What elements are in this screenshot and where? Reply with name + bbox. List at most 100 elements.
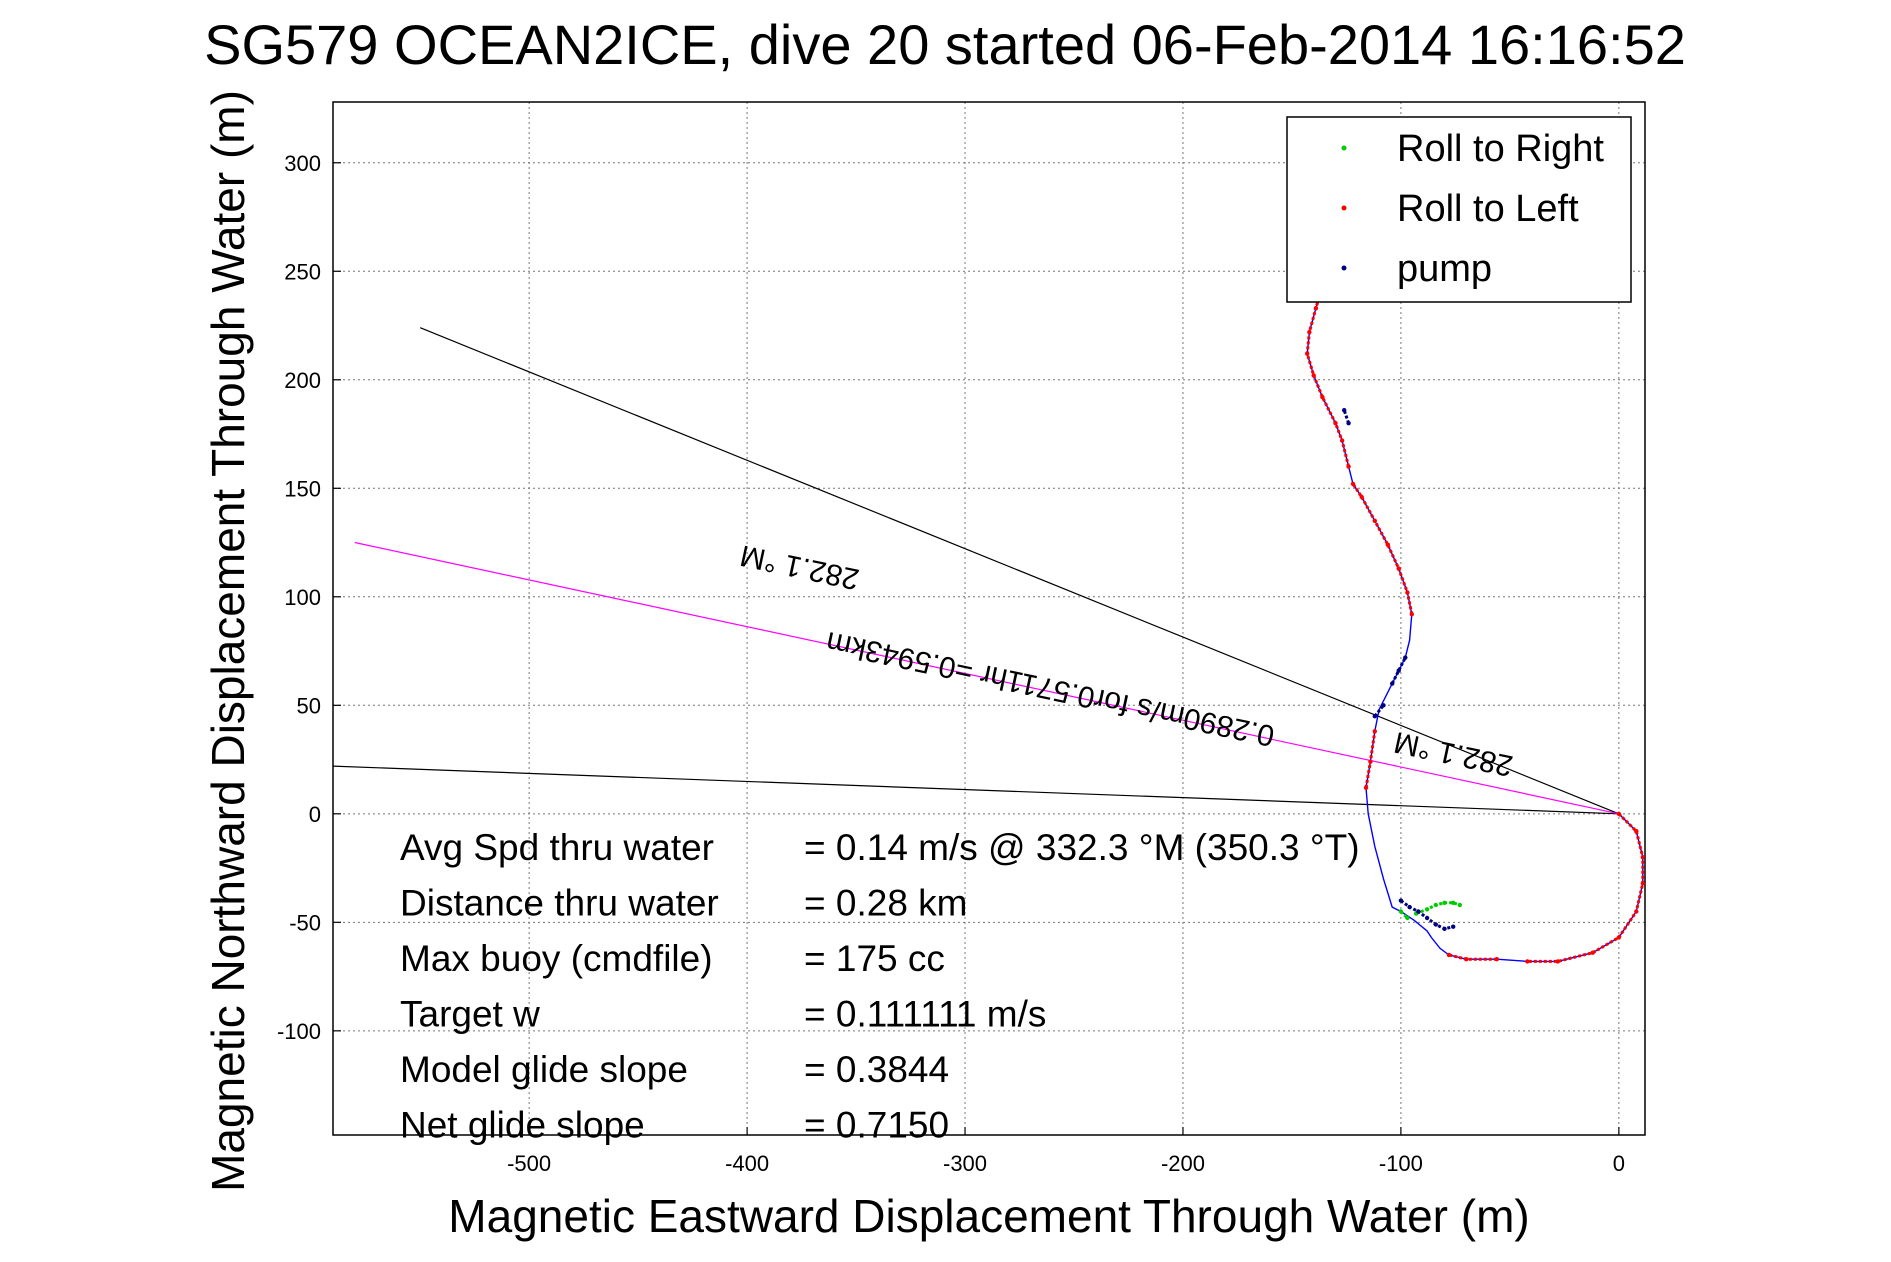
- heading-line: [419, 327, 1620, 815]
- y-tick-label: 50: [297, 693, 321, 718]
- heading-annotation: 282.1 °M: [737, 538, 862, 595]
- stat-label: Model glide slope: [400, 1049, 688, 1090]
- roll-right-point: [1424, 907, 1430, 912]
- legend-marker: [1341, 145, 1347, 151]
- roll-left-point: [1372, 518, 1378, 523]
- roll-left-point: [1396, 566, 1401, 571]
- roll-left-point: [1494, 957, 1500, 962]
- stat-value: = 175 cc: [804, 938, 945, 979]
- stat-label: Distance thru water: [400, 883, 719, 924]
- x-axis-label: Magnetic Eastward Displacement Through W…: [448, 1190, 1529, 1242]
- legend: Roll to Right Roll to Left pump: [1286, 116, 1632, 303]
- pump-point: [1396, 668, 1401, 673]
- stat-label: Avg Spd thru water: [400, 827, 714, 868]
- y-tick-label: 300: [284, 151, 321, 176]
- stat-value: = 0.28 km: [804, 883, 968, 924]
- stat-value: = 0.3844: [804, 1049, 949, 1090]
- roll-left-point: [1346, 464, 1351, 469]
- roll-left-point: [1409, 612, 1415, 617]
- y-axis-label: Magnetic Northward Displacement Through …: [202, 90, 254, 1192]
- roll-right-point: [1451, 900, 1456, 905]
- legend-label: Roll to Right: [1397, 128, 1604, 170]
- stat-value: = 0.14 m/s @ 332.3 °M (350.3 °T): [804, 827, 1360, 868]
- x-tick-label: -100: [1379, 1151, 1423, 1176]
- roll-left-point: [1640, 855, 1646, 860]
- y-tick-label: 150: [284, 476, 321, 501]
- roll-left-point: [1405, 590, 1410, 595]
- roll-left-point: [1350, 481, 1356, 487]
- y-tick-labels: -100 -50 0 50 100 150 200 250 300: [277, 151, 321, 1044]
- stat-label: Target w: [400, 994, 540, 1035]
- grid-lines: [333, 102, 1645, 1135]
- pump-point: [1403, 655, 1408, 660]
- x-tick-label: -500: [507, 1151, 551, 1176]
- roll-left-point: [1313, 306, 1319, 311]
- legend-marker: [1341, 265, 1347, 271]
- roll-right-point: [1405, 915, 1410, 921]
- roll-left-point: [1385, 542, 1391, 547]
- roll-left-point: [1640, 881, 1646, 886]
- heading-annotation: 0.2890m/s for0.5711hr =0.5943km: [823, 625, 1277, 752]
- roll-left-point: [1446, 952, 1452, 958]
- roll-right-point: [1433, 902, 1439, 908]
- y-tick-label: -50: [289, 910, 321, 935]
- roll-right-point: [1457, 902, 1463, 908]
- dive-statistics: Avg Spd thru water = 0.14 m/s @ 332.3 °M …: [400, 827, 1360, 1146]
- heading-line: [354, 541, 1619, 815]
- stat-label: Net glide slope: [400, 1105, 645, 1146]
- stat-value: = 0.7150: [804, 1105, 949, 1146]
- pump-point: [1381, 703, 1386, 708]
- x-tick-label: -300: [943, 1151, 987, 1176]
- heading-annotations: 282.1 °M 0.2890m/s for0.5711hr =0.5943km 2…: [737, 538, 1515, 782]
- legend-label: pump: [1397, 248, 1492, 290]
- roll-left-point: [1555, 959, 1561, 964]
- y-tick-label: 0: [309, 802, 321, 827]
- pump-point: [1398, 898, 1404, 903]
- roll-left-point: [1320, 394, 1325, 400]
- y-tick-label: 100: [284, 585, 321, 610]
- legend-marker: [1341, 205, 1347, 211]
- plot-area-frame: [332, 101, 1646, 1136]
- pump-point: [1346, 421, 1351, 426]
- pump-point: [1416, 909, 1421, 914]
- roll-left-point: [1372, 729, 1378, 734]
- y-tick-label: 200: [284, 368, 321, 393]
- pump-point: [1407, 904, 1412, 910]
- pump-point: [1424, 915, 1430, 921]
- y-tick-label: -100: [277, 1019, 321, 1044]
- roll-left-point: [1525, 959, 1530, 964]
- roll-left-point: [1363, 785, 1369, 790]
- legend-label: Roll to Left: [1397, 188, 1579, 230]
- roll-left-point: [1359, 494, 1364, 500]
- pump-segment: [1400, 899, 1454, 931]
- roll-right-point: [1398, 909, 1404, 914]
- pump-point: [1433, 922, 1439, 927]
- roll-left-point: [1634, 829, 1639, 834]
- pump-segment: [1342, 409, 1351, 424]
- heading-lines: [332, 327, 1620, 815]
- pump-point: [1442, 926, 1447, 931]
- x-tick-label: -200: [1161, 1151, 1205, 1176]
- roll-left-point: [1590, 950, 1595, 955]
- roll-left-point: [1616, 935, 1622, 940]
- roll-left-point: [1305, 351, 1310, 356]
- y-tick-label: 250: [284, 259, 321, 284]
- roll-left-point: [1311, 373, 1316, 378]
- stat-value: = 0.111111 m/s: [804, 994, 1046, 1035]
- roll-left-point: [1634, 909, 1639, 914]
- roll-left-segment: [1351, 483, 1414, 615]
- pump-point: [1390, 681, 1395, 686]
- roll-left-point: [1333, 421, 1338, 426]
- pump-segment: [1373, 704, 1385, 718]
- x-tick-label: -400: [725, 1151, 769, 1176]
- roll-right-point: [1442, 900, 1447, 905]
- roll-left-point: [1307, 329, 1312, 335]
- roll-left-segment: [1527, 812, 1645, 963]
- pump-point: [1451, 924, 1456, 929]
- roll-left-point: [1339, 438, 1345, 443]
- x-tick-label: 0: [1613, 1151, 1625, 1176]
- roll-left-point: [1616, 811, 1622, 816]
- heading-annotation: 282.1 °M: [1391, 725, 1516, 782]
- x-tick-labels: -500 -400 -300 -200 -100 0: [507, 1151, 1625, 1176]
